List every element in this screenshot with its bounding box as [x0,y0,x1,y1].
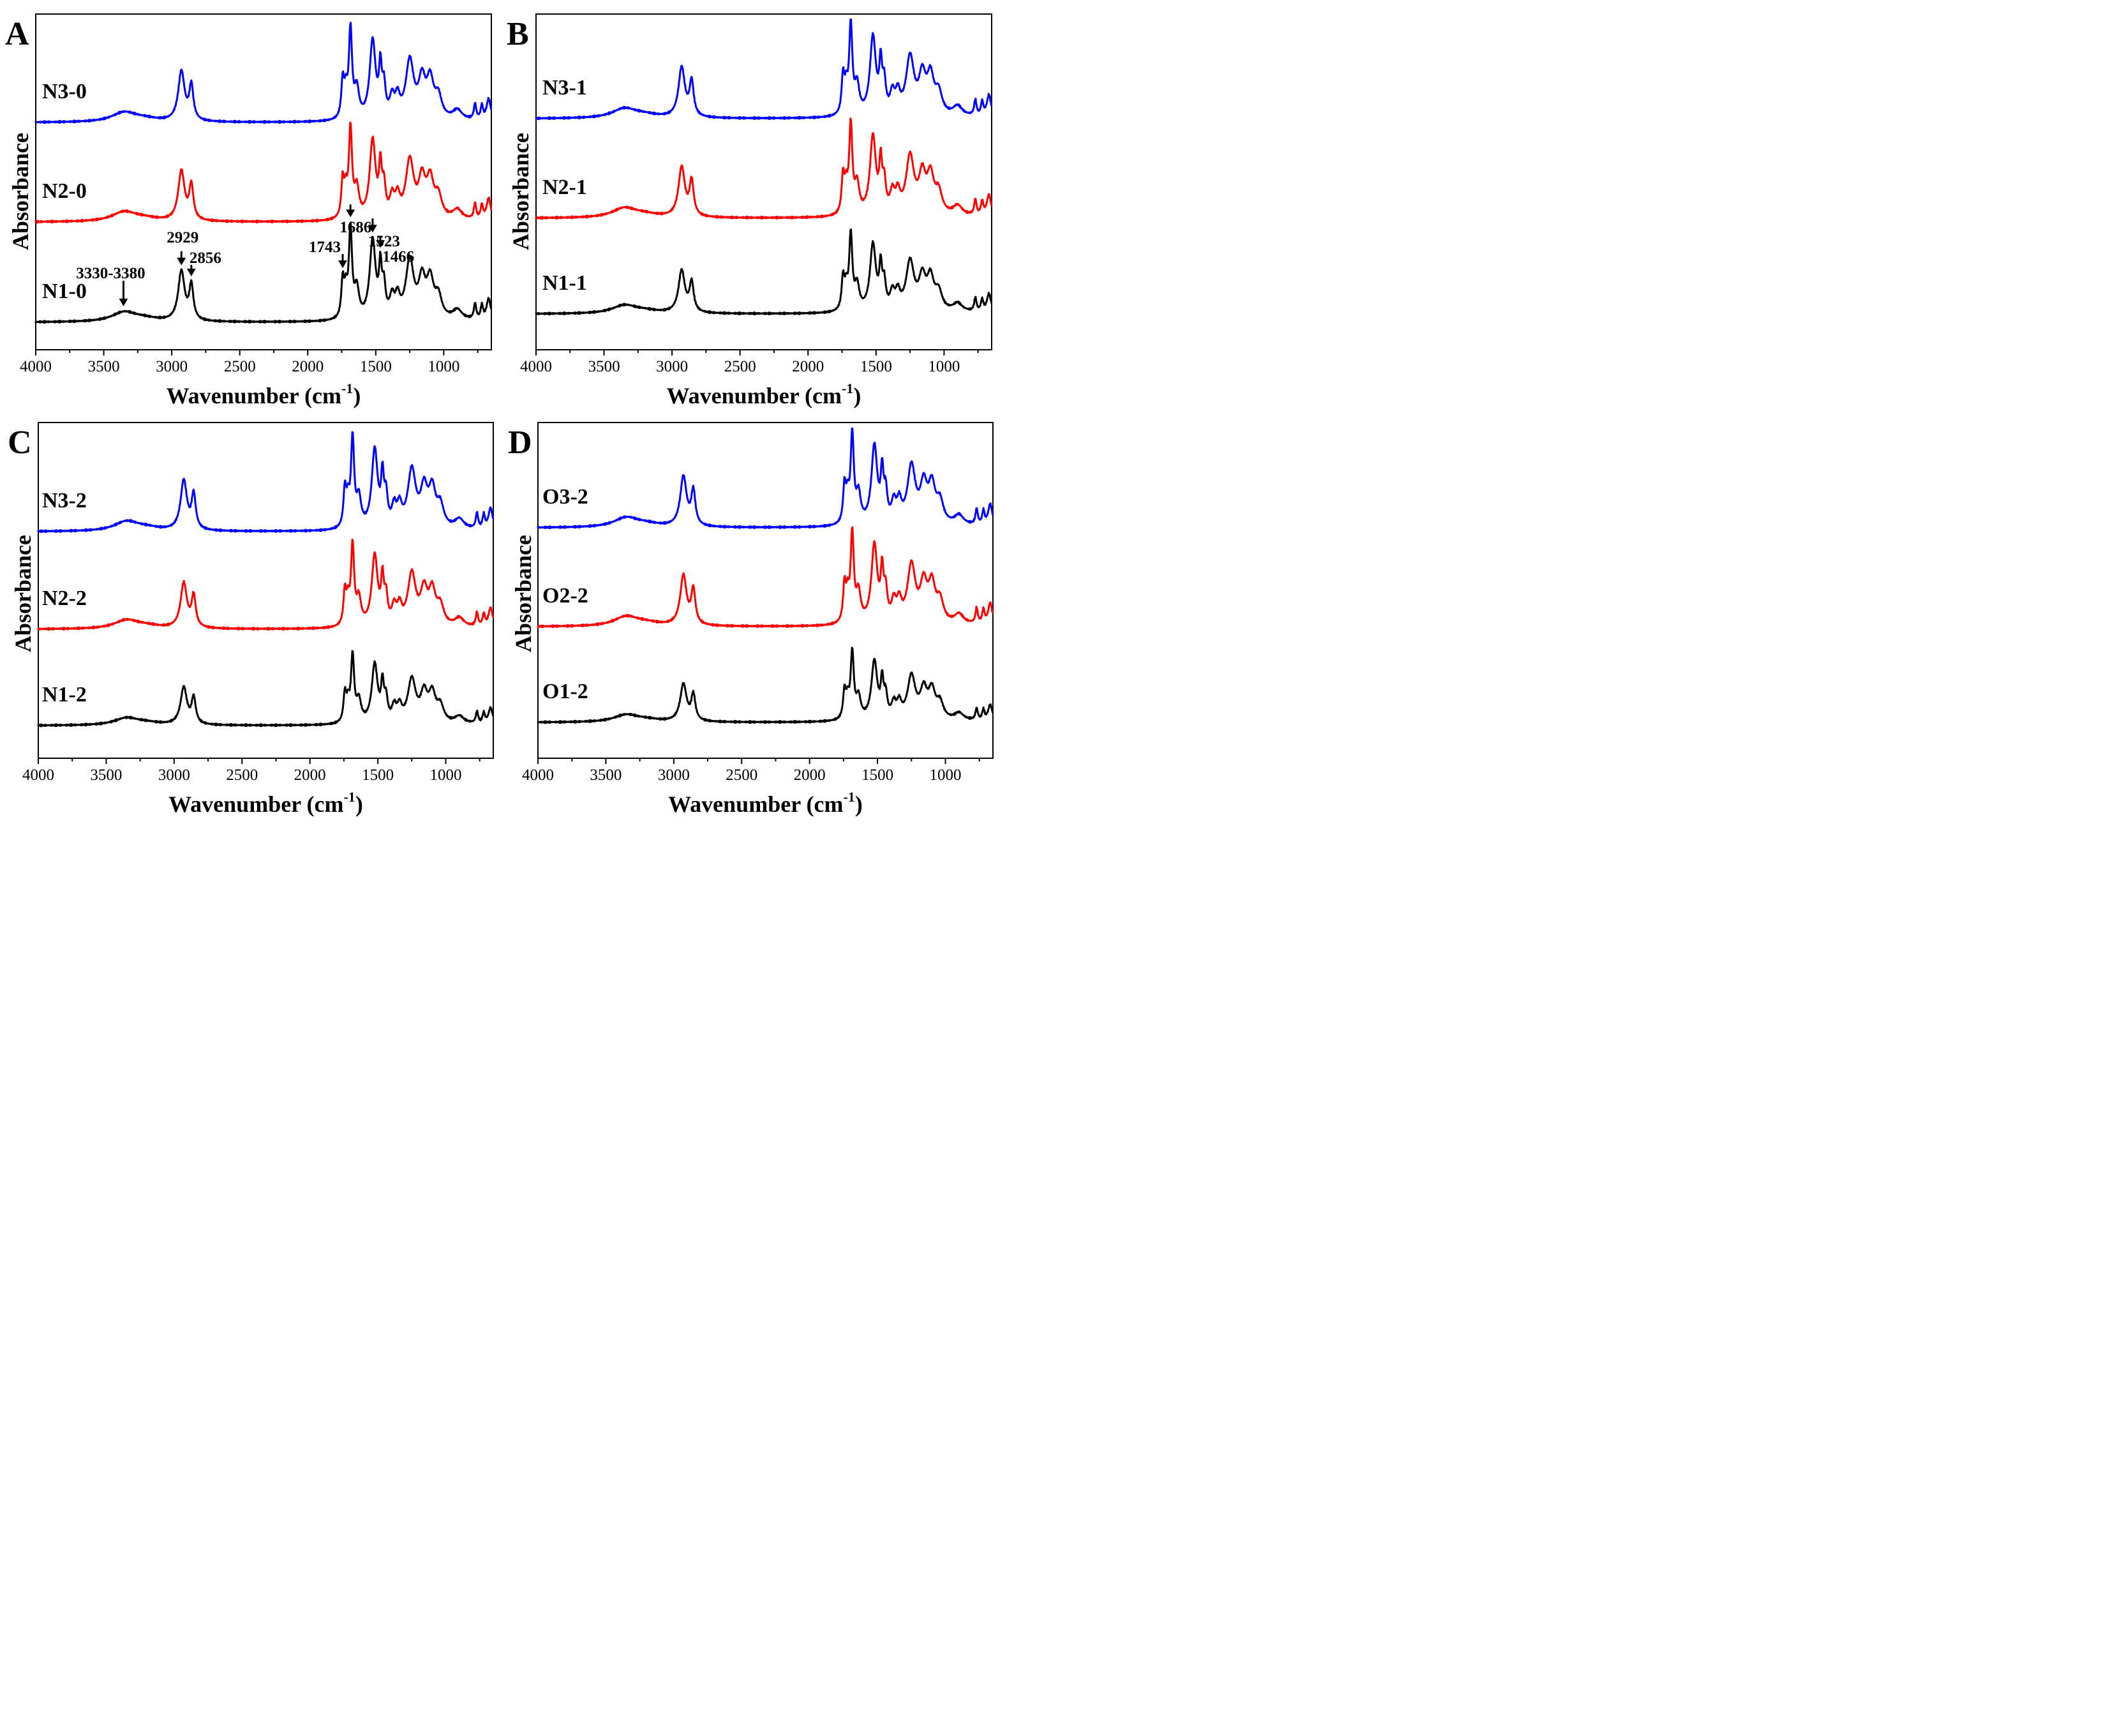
annotation-arrowhead [346,209,355,218]
series-line-n1-1 [535,228,993,316]
x-tick-label: 2000 [792,358,824,375]
y-axis-title: Absorbance [8,133,33,250]
series-label: N1-2 [42,683,87,707]
y-axis-title: Absorbance [511,535,536,652]
panel-c: 4000 3500 3000 2500 2000 1500 1000 Wavenumber (… [8,422,495,817]
series-line-n3-2 [37,431,495,534]
series-label: O3-2 [542,485,588,509]
series-label: N1-1 [542,271,587,295]
x-tick-label: 3000 [158,767,190,784]
annotation-arrowhead [186,268,196,276]
x-tick-label: 1500 [360,358,392,375]
annotation-arrowhead [376,240,385,248]
annotation-label: 2929 [167,229,198,246]
series-label: N3-0 [42,80,87,103]
x-tick-label: 1000 [428,358,459,375]
y-axis-title: Absorbance [10,535,36,652]
series-line-n3-1 [535,18,993,121]
x-tick-label: 1000 [928,358,960,375]
x-tick-label: 1500 [861,767,893,784]
series-label: N1-0 [42,280,87,303]
annotation-label: 1743 [309,239,341,256]
x-tick-label: 2500 [724,358,756,375]
x-tick-label: 3500 [588,358,620,375]
annotation-label: 1523 [368,233,400,250]
x-axis-title: Wavenumber (cm-1) [167,380,361,408]
series-line-n2-0 [34,121,493,224]
x-tick-label: 3000 [656,358,688,375]
plot-frame [38,422,494,759]
x-tick-label: 2500 [226,767,258,784]
x-tick-label: 3000 [156,358,188,375]
series-line-n1-2 [37,650,495,728]
x-tick-label: 1000 [930,767,962,784]
annotation-arrowhead [368,225,377,233]
panel-letter: B [507,16,529,52]
annotation-arrowhead [177,257,186,266]
annotation-label: 1686 [339,219,371,236]
series-label: O1-2 [542,680,588,703]
annotation-label: 2856 [190,250,221,267]
series-line-o2-2 [537,526,994,629]
series-label: N2-2 [42,587,87,610]
x-tick-label: 3000 [658,767,690,784]
x-tick-label: 3500 [90,767,122,784]
series-label: N3-2 [42,489,87,513]
annotation-label: 1466 [382,248,414,266]
annotation-label: 3330-3380 [76,265,145,282]
x-tick-label: 2000 [292,358,324,375]
x-axis-title: Wavenumber (cm-1) [668,789,863,817]
x-tick-label: 3500 [88,358,120,375]
x-tick-label: 1500 [860,358,892,375]
x-tick-label: 1500 [362,767,394,784]
panel-letter: C [8,424,32,461]
x-axis-title: Wavenumber (cm-1) [667,380,861,408]
series-line-o1-2 [537,647,994,724]
series-line-n3-0 [34,22,493,124]
x-tick-label: 1000 [430,767,462,784]
panel-d: 4000 3500 3000 2500 2000 1500 1000 Wavenumber (… [508,422,994,817]
plot-frame [35,13,492,350]
x-tick-label: 3500 [590,767,622,784]
x-tick-label: 4000 [522,767,554,784]
annotation-arrowhead [119,298,128,306]
x-tick-label: 4000 [20,358,52,375]
series-line-n2-1 [535,117,993,220]
x-tick-label: 4000 [22,767,54,784]
x-tick-label: 2500 [224,358,256,375]
series-line-n1-0 [34,221,493,324]
series-label: N2-0 [42,179,87,203]
panel-letter: A [5,16,29,52]
series-label: N3-1 [542,76,587,100]
x-tick-label: 2500 [726,767,757,784]
y-axis-title: Absorbance [508,133,533,250]
x-tick-label: 2000 [794,767,826,784]
series-line-o3-2 [537,427,994,530]
series-label: O2-2 [542,584,588,608]
plot-frame [535,13,992,350]
plot-frame [537,422,994,759]
panel-a: 4000 3500 3000 2500 2000 1500 1000 Wavenumber (… [5,13,493,408]
panel-letter: D [508,424,532,461]
x-tick-label: 2000 [294,767,326,784]
annotation-arrowhead [338,260,348,268]
panel-b: 4000 3500 3000 2500 2000 1500 1000 Wavenumber (… [507,13,993,408]
series-line-n2-2 [37,539,495,631]
x-tick-label: 4000 [520,358,552,375]
x-axis-title: Wavenumber (cm-1) [168,789,363,817]
figure-canvas: 4000 3500 3000 2500 2000 1500 1000 Wavenumber (… [5,13,994,817]
series-label: N2-1 [542,176,587,199]
